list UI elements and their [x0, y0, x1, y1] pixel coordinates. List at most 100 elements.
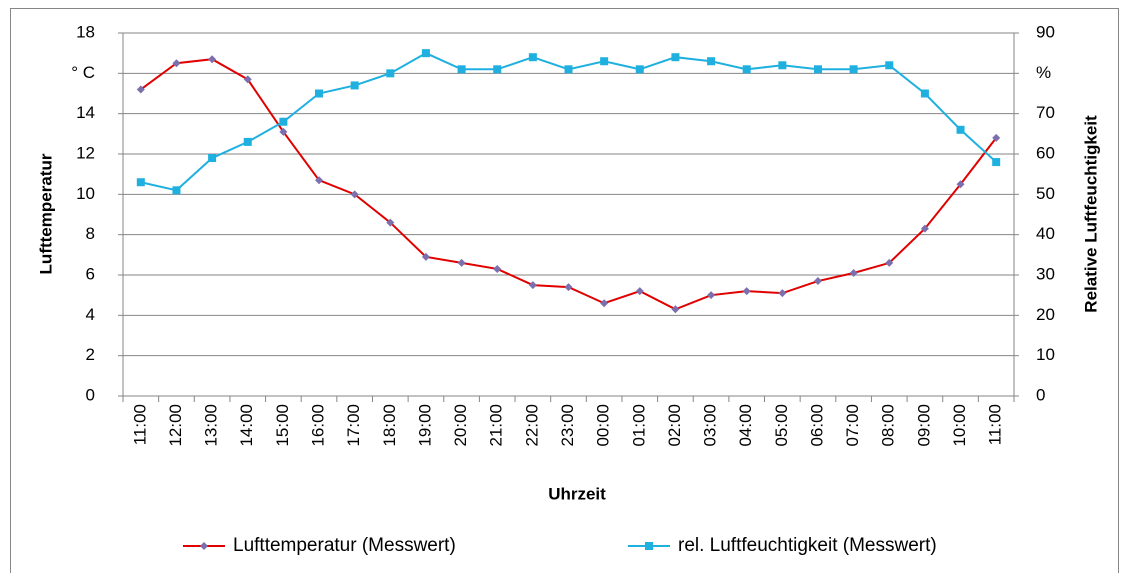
point	[671, 305, 680, 314]
y-tick-label: 18	[76, 22, 95, 41]
y-axis-title: Lufttemperatur	[36, 153, 55, 274]
series-line	[140, 58, 997, 311]
point	[243, 75, 252, 84]
point	[457, 258, 466, 267]
x-tick-label: 04:00	[736, 404, 755, 447]
y2-axis-title: Relative Luftfeuchtigkeit	[1081, 115, 1100, 313]
point	[457, 65, 466, 74]
point	[849, 268, 858, 277]
y2-tick-label: 60	[1036, 143, 1055, 162]
point	[386, 69, 395, 78]
legend-label: Lufttemperatur (Messwert)	[233, 535, 456, 556]
y-tick-label: 4	[86, 305, 95, 324]
point	[564, 283, 573, 292]
point	[350, 190, 359, 199]
point	[635, 65, 644, 74]
point	[279, 127, 288, 136]
point	[528, 281, 537, 290]
point	[849, 65, 858, 74]
x-tick-label: 14:00	[237, 404, 256, 447]
point	[992, 133, 1001, 142]
y2-tick-label: 70	[1036, 103, 1055, 122]
legend-label: rel. Luftfeuchtigkeit (Messwert)	[678, 535, 937, 556]
y2-tick-label: 10	[1036, 345, 1055, 364]
y-tick-label: 0	[86, 385, 95, 404]
point	[885, 258, 894, 267]
y2-tick-label: %	[1036, 63, 1051, 82]
point	[956, 180, 965, 189]
y-tick-label: 10	[76, 184, 95, 203]
point	[992, 158, 1001, 167]
x-tick-label: 01:00	[629, 404, 648, 447]
x-tick-label: 15:00	[273, 404, 292, 447]
point	[600, 57, 609, 66]
point	[421, 49, 430, 58]
point	[885, 61, 894, 70]
point	[243, 137, 252, 146]
y2-tick-label: 20	[1036, 305, 1055, 324]
y-tick-label: 14	[76, 103, 95, 122]
y2-tick-label: 0	[1036, 385, 1045, 404]
y-tick-label: 2	[86, 345, 95, 364]
y2-tick-label: 40	[1036, 224, 1055, 243]
point	[208, 55, 217, 64]
point	[600, 299, 609, 308]
x-tick-label: 10:00	[950, 404, 969, 447]
point	[421, 252, 430, 261]
point	[920, 89, 929, 98]
point	[172, 186, 181, 195]
y-tick-label: 6	[86, 264, 95, 283]
point	[813, 65, 822, 74]
x-axis-title: Uhrzeit	[548, 484, 606, 503]
point	[493, 65, 502, 74]
x-tick-label: 20:00	[451, 404, 470, 447]
y2-tick-label: 50	[1036, 184, 1055, 203]
x-tick-label: 00:00	[594, 404, 613, 447]
y-tick-label: 12	[76, 143, 95, 162]
point	[350, 81, 359, 90]
point	[778, 289, 787, 298]
point	[208, 154, 217, 163]
point	[707, 291, 716, 300]
x-tick-label: 18:00	[380, 404, 399, 447]
x-tick-label: 07:00	[843, 404, 862, 447]
point	[707, 57, 716, 66]
point	[136, 85, 145, 94]
point	[742, 287, 751, 296]
x-tick-label: 11:00	[986, 404, 1005, 445]
point	[386, 218, 395, 227]
x-tick-label: 08:00	[879, 404, 898, 447]
point	[778, 61, 787, 70]
legend-marker	[645, 542, 653, 550]
point	[635, 287, 644, 296]
x-tick-label: 02:00	[665, 404, 684, 447]
x-tick-label: 12:00	[166, 404, 185, 447]
point	[315, 89, 324, 98]
point	[315, 176, 324, 185]
legend-marker	[200, 542, 208, 550]
y2-tick-label: 90	[1036, 22, 1055, 41]
point	[813, 277, 822, 286]
point	[279, 117, 288, 126]
x-tick-label: 09:00	[914, 404, 933, 447]
point	[742, 65, 751, 74]
x-tick-label: 22:00	[522, 404, 541, 447]
y-tick-label: ° C	[71, 63, 95, 82]
chart-frame	[10, 8, 1119, 573]
x-tick-label: 06:00	[807, 404, 826, 447]
point	[136, 178, 145, 187]
x-tick-label: 11:00	[130, 404, 149, 445]
y2-tick-label: 30	[1036, 264, 1055, 283]
x-tick-label: 03:00	[701, 404, 720, 447]
x-tick-label: 17:00	[344, 404, 363, 447]
point	[920, 224, 929, 233]
x-tick-label: 13:00	[202, 404, 221, 447]
x-tick-label: 16:00	[309, 404, 328, 447]
x-tick-label: 23:00	[558, 404, 577, 447]
x-tick-label: 21:00	[487, 404, 506, 447]
x-tick-label: 05:00	[772, 404, 791, 447]
y-tick-label: 8	[86, 224, 95, 243]
point	[528, 53, 537, 62]
point	[493, 264, 502, 273]
